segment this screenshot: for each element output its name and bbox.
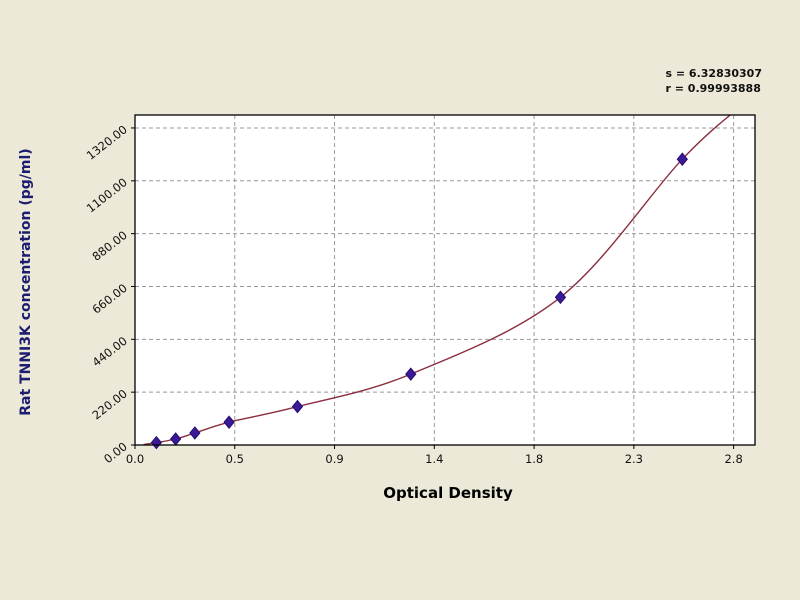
- data-point: [405, 367, 417, 381]
- y-tick-label: 440.00: [90, 334, 130, 370]
- data-point: [676, 152, 688, 166]
- data-point: [223, 415, 235, 429]
- y-tick-label: 880.00: [90, 228, 130, 264]
- y-tick-label: 1100.00: [84, 175, 130, 215]
- plot-area: [135, 115, 755, 445]
- x-axis-label: Optical Density: [383, 484, 513, 502]
- data-point: [189, 426, 201, 440]
- chart-plot-group: 0.0 0.5 0.9 1.4 1.8 2.3 2.80.00220.00440.00660…: [84, 114, 756, 466]
- fit-stat-s: s = 6.32830307: [665, 67, 763, 80]
- y-tick-label: 1320.00: [84, 122, 130, 162]
- x-tick-label: 0.5: [226, 452, 244, 466]
- x-tick-label: 2.8: [724, 452, 742, 466]
- y-axis-label: Rat TNNI3K concentration (pg/ml): [18, 148, 34, 415]
- plot-border: [134, 114, 756, 446]
- data-point: [291, 399, 304, 414]
- x-tick-label: 0.0: [126, 452, 144, 466]
- y-tick-label: 660.00: [90, 281, 130, 317]
- fit-stat-r: r = 0.99993888: [665, 82, 761, 95]
- x-tick-label: 1.4: [425, 452, 443, 466]
- x-tick-label: 1.8: [525, 452, 543, 466]
- fit-stats: s = 6.32830307 r = 0.99993888: [666, 66, 763, 96]
- y-tick-label: 220.00: [90, 386, 130, 422]
- x-tick-label: 0.9: [325, 452, 343, 466]
- x-tick-label: 2.3: [625, 452, 643, 466]
- data-point: [554, 290, 567, 305]
